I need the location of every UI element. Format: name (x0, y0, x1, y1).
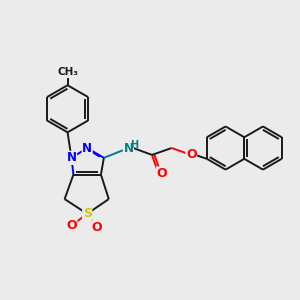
Text: O: O (157, 167, 167, 180)
Text: N: N (123, 142, 134, 154)
Text: CH₃: CH₃ (57, 68, 78, 77)
Text: S: S (83, 207, 92, 220)
Text: H: H (130, 140, 138, 150)
Text: N: N (67, 152, 76, 164)
Text: O: O (66, 219, 77, 232)
Text: O: O (92, 221, 102, 234)
Text: N: N (82, 142, 92, 154)
Text: O: O (186, 148, 196, 161)
